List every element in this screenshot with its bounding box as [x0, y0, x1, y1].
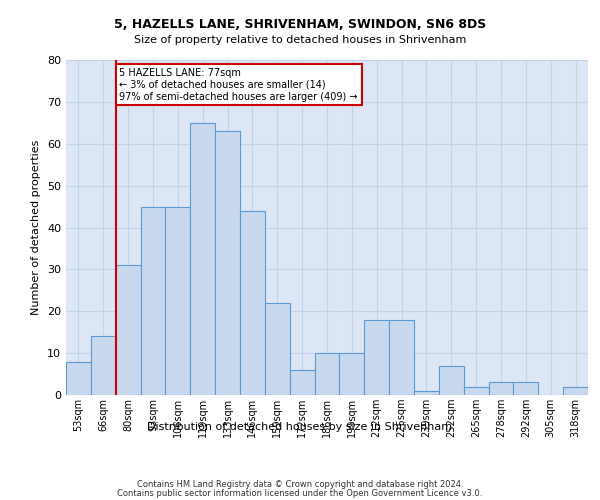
- Bar: [414, 391, 439, 395]
- Bar: [66, 362, 91, 395]
- Bar: [290, 370, 314, 395]
- Bar: [488, 382, 514, 395]
- Bar: [190, 123, 215, 395]
- Bar: [464, 386, 488, 395]
- Text: 5 HAZELLS LANE: 77sqm
← 3% of detached houses are smaller (14)
97% of semi-detac: 5 HAZELLS LANE: 77sqm ← 3% of detached h…: [119, 68, 358, 102]
- Text: Distribution of detached houses by size in Shrivenham: Distribution of detached houses by size …: [148, 422, 452, 432]
- Y-axis label: Number of detached properties: Number of detached properties: [31, 140, 41, 315]
- Bar: [116, 265, 140, 395]
- Bar: [314, 353, 340, 395]
- Bar: [265, 303, 290, 395]
- Bar: [340, 353, 364, 395]
- Text: Contains public sector information licensed under the Open Government Licence v3: Contains public sector information licen…: [118, 490, 482, 498]
- Text: Size of property relative to detached houses in Shrivenham: Size of property relative to detached ho…: [134, 35, 466, 45]
- Text: 5, HAZELLS LANE, SHRIVENHAM, SWINDON, SN6 8DS: 5, HAZELLS LANE, SHRIVENHAM, SWINDON, SN…: [114, 18, 486, 30]
- Bar: [215, 131, 240, 395]
- Bar: [240, 211, 265, 395]
- Bar: [166, 206, 190, 395]
- Bar: [91, 336, 116, 395]
- Bar: [364, 320, 389, 395]
- Bar: [563, 386, 588, 395]
- Bar: [514, 382, 538, 395]
- Bar: [140, 206, 166, 395]
- Bar: [389, 320, 414, 395]
- Text: Contains HM Land Registry data © Crown copyright and database right 2024.: Contains HM Land Registry data © Crown c…: [137, 480, 463, 489]
- Bar: [439, 366, 464, 395]
